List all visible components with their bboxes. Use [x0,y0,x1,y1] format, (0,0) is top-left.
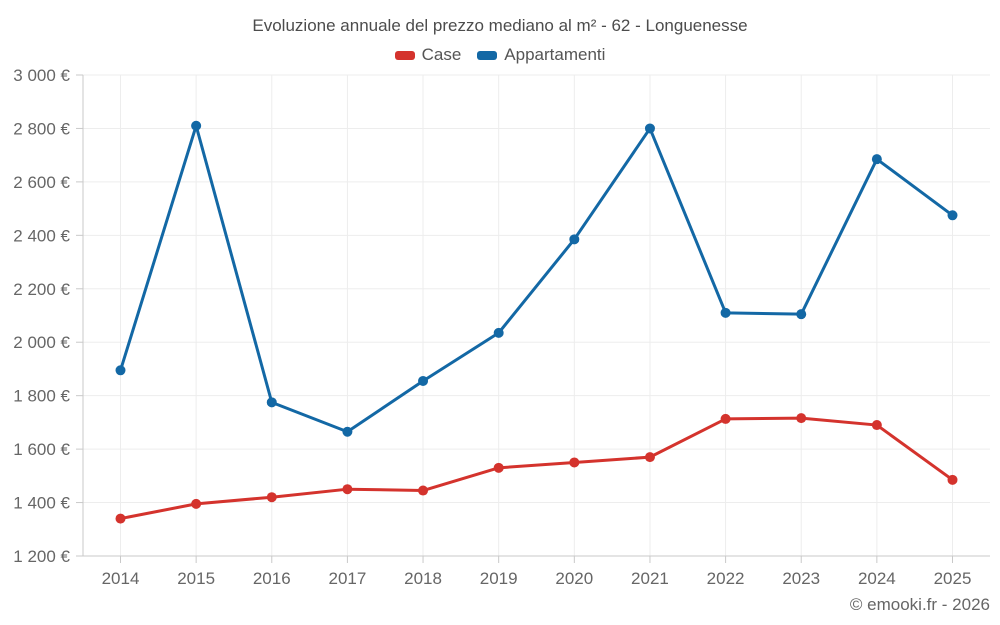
data-point-case-2023 [796,413,807,424]
attribution-text: © emooki.fr - 2026 [849,595,990,614]
data-point-appartamenti-2025 [947,210,958,221]
data-point-appartamenti-2019 [493,327,504,338]
x-axis-tick-label: 2021 [631,569,669,588]
y-axis-tick-label: 3 000 € [13,66,70,85]
data-point-case-2017 [342,484,353,495]
data-point-case-2018 [418,485,429,496]
x-axis-tick-label: 2016 [253,569,291,588]
data-point-appartamenti-2018 [418,375,429,386]
x-axis-tick-label: 2017 [328,569,366,588]
y-axis-tick-label: 2 600 € [13,173,70,192]
y-axis-tick-label: 2 000 € [13,333,70,352]
x-axis-tick-label: 2024 [858,569,896,588]
x-axis-tick-label: 2020 [555,569,593,588]
data-point-case-2016 [266,492,277,503]
legend-item-case[interactable]: Case [394,45,462,65]
data-point-case-2025 [947,474,958,485]
x-axis-tick-label: 2022 [707,569,745,588]
data-point-appartamenti-2017 [342,426,353,437]
y-axis-tick-label: 1 200 € [13,547,70,566]
x-axis-tick-label: 2019 [480,569,518,588]
data-point-appartamenti-2022 [720,307,731,318]
y-axis-tick-label: 2 400 € [13,226,70,245]
data-point-case-2024 [871,420,882,431]
series-line-case [119,416,954,521]
series-line-appartamenti [119,124,954,434]
legend-label-appartamenti: Appartamenti [504,45,606,64]
y-axis-tick-label: 2 200 € [13,280,70,299]
data-point-case-2015 [191,498,202,509]
data-point-appartamenti-2020 [569,234,580,245]
data-point-case-2021 [644,452,655,463]
data-point-case-2019 [493,462,504,473]
x-axis-tick-label: 2015 [177,569,215,588]
data-point-appartamenti-2014 [115,365,126,376]
data-point-appartamenti-2021 [644,123,655,134]
chart-legend: Case Appartamenti [0,45,1000,65]
y-axis-tick-label: 1 600 € [13,440,70,459]
data-point-case-2014 [115,513,126,524]
data-point-appartamenti-2015 [191,120,202,131]
data-point-appartamenti-2024 [871,154,882,165]
appartamenti-series-swatch-icon [477,50,498,60]
data-point-case-2022 [720,413,731,424]
x-axis-tick-label: 2025 [934,569,972,588]
x-axis-tick-label: 2018 [404,569,442,588]
y-axis-tick-label: 1 400 € [13,494,70,513]
x-axis-tick-label: 2014 [102,569,140,588]
y-axis-tick-label: 2 800 € [13,119,70,138]
chart-title: Evoluzione annuale del prezzo mediano al… [252,16,748,35]
legend-label-case: Case [421,45,462,64]
data-point-appartamenti-2016 [266,397,277,408]
data-point-appartamenti-2023 [796,309,807,320]
data-point-case-2020 [569,457,580,468]
case-series-swatch-icon [394,50,415,60]
y-axis-tick-label: 1 800 € [13,387,70,406]
x-axis-tick-label: 2023 [782,569,820,588]
legend-item-appartamenti[interactable]: Appartamenti [477,45,605,65]
